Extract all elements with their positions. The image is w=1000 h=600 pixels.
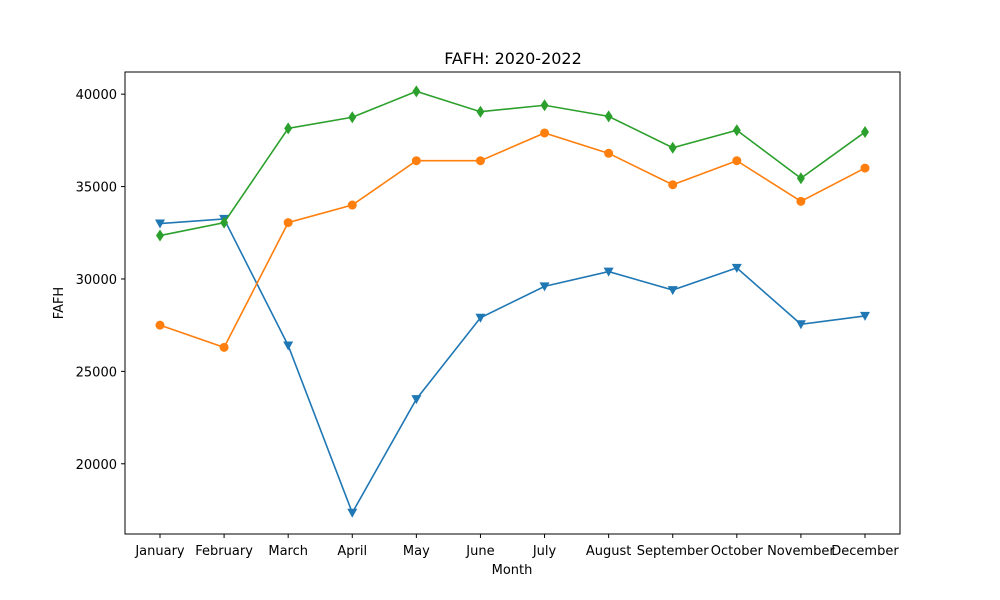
- series-line-2: [159, 132, 866, 349]
- data-point: [796, 196, 806, 206]
- data-point: [475, 156, 485, 166]
- data-point: [219, 342, 229, 352]
- x-tick-label: May: [403, 544, 430, 559]
- data-point: [540, 128, 550, 138]
- y-axis-label: FAFH: [52, 287, 67, 319]
- data-point: [155, 320, 165, 330]
- data-point: [603, 267, 614, 277]
- data-point: [284, 122, 293, 135]
- data-point: [155, 219, 165, 229]
- x-axis: January February March April May June July Augu…: [134, 534, 899, 559]
- data-point: [411, 156, 421, 166]
- data-point: [539, 282, 550, 292]
- data-point: [411, 395, 422, 405]
- data-point: [795, 320, 806, 330]
- y-tick-label: 30000: [76, 273, 117, 288]
- data-point: [283, 341, 294, 351]
- y-tick-label: 35000: [76, 181, 117, 196]
- data-point: [861, 126, 869, 139]
- data-point: [348, 111, 357, 124]
- data-point: [604, 110, 613, 123]
- data-point: [156, 229, 164, 242]
- chart-title: FAFH: 2020-2022: [444, 49, 582, 68]
- y-tick-label: 40000: [76, 88, 117, 103]
- x-tick-label: July: [532, 544, 557, 559]
- x-tick-label: February: [195, 544, 253, 559]
- data-point: [476, 105, 485, 118]
- x-tick-label: October: [711, 544, 764, 559]
- data-point: [604, 148, 614, 158]
- data-point: [731, 263, 742, 273]
- data-point: [732, 156, 742, 166]
- series-line-3: [159, 90, 866, 237]
- data-point: [220, 216, 229, 229]
- data-point: [667, 286, 678, 296]
- x-tick-label: January: [134, 544, 185, 559]
- data-point: [668, 180, 678, 190]
- data-point: [412, 85, 421, 98]
- series-line-1: [159, 218, 866, 515]
- x-tick-label: April: [337, 544, 367, 559]
- data-point: [668, 141, 677, 154]
- data-point: [283, 218, 293, 228]
- x-tick-label: June: [465, 544, 494, 559]
- data-point: [796, 172, 805, 185]
- y-tick-label: 25000: [76, 365, 117, 380]
- data-point: [540, 99, 549, 112]
- x-tick-label: March: [268, 544, 308, 559]
- plot-frame: [124, 71, 901, 535]
- y-axis: 20000 25000 30000 35000 40000: [76, 88, 125, 473]
- x-tick-label: November: [767, 544, 835, 559]
- x-tick-label: September: [637, 544, 710, 559]
- plot-area: [155, 85, 870, 518]
- x-tick-label: December: [831, 544, 899, 559]
- data-point: [860, 163, 870, 173]
- x-axis-label: Month: [492, 563, 533, 578]
- data-point: [347, 508, 358, 518]
- y-tick-label: 20000: [76, 458, 117, 473]
- data-point: [475, 313, 486, 323]
- data-point: [860, 311, 870, 321]
- data-point: [732, 124, 741, 137]
- x-tick-label: August: [586, 544, 632, 559]
- data-point: [347, 200, 357, 210]
